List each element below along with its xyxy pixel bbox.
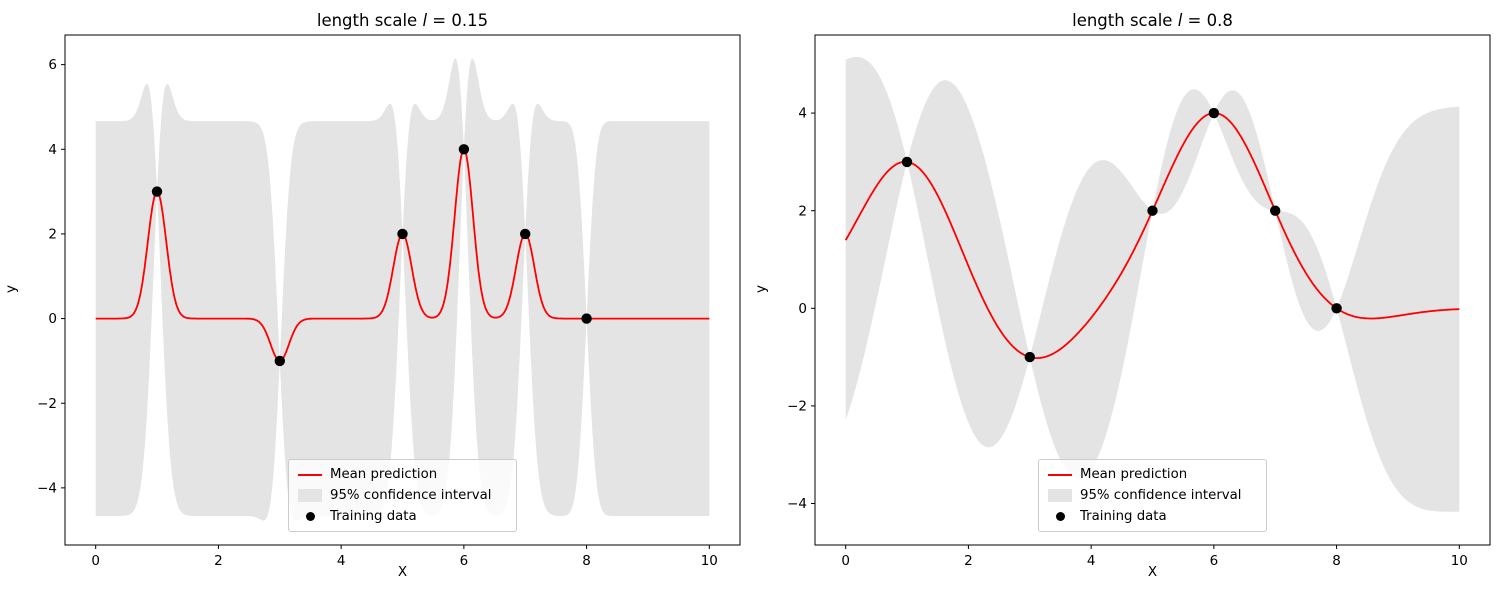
y-tick-label: 4 <box>798 106 807 122</box>
legend-item-mean: Mean prediction <box>1048 466 1257 483</box>
x-tick-label: 2 <box>214 553 223 569</box>
legend: Mean prediction 95% confidence interval … <box>1038 459 1267 532</box>
y-tick-label: −2 <box>37 396 57 412</box>
x-tick-label: 4 <box>1087 553 1096 569</box>
confidence-band-swatch <box>298 489 322 502</box>
confidence-band <box>845 56 1460 512</box>
title-text: length scale <box>316 11 423 30</box>
x-tick-label: 6 <box>460 553 469 569</box>
plot-canvas: 0 2 4 6 8 10 −4 −2 0 2 4 6 <box>37 34 741 569</box>
legend-item-confidence: 95% confidence interval <box>1048 487 1257 504</box>
xaxis-label: X <box>397 564 408 580</box>
y-tick-label: 0 <box>798 301 807 317</box>
y-tick-label: 2 <box>798 203 807 219</box>
legend-label-training: Training data <box>330 509 417 524</box>
plot-title: length scale l = 0.15 <box>65 11 740 30</box>
axes-spines <box>814 34 1491 546</box>
legend-label-confidence: 95% confidence interval <box>330 488 492 503</box>
legend: Mean prediction 95% confidence interval … <box>288 459 517 532</box>
title-value: = 0.15 <box>427 11 489 30</box>
x-tick-label: 4 <box>337 553 346 569</box>
confidence-band <box>95 58 710 521</box>
title-text: length scale <box>1072 11 1178 30</box>
training-point <box>1270 205 1281 216</box>
training-dot-swatch <box>1055 512 1065 521</box>
axes-spines <box>64 34 741 546</box>
training-dot-swatch-wrap <box>1048 512 1072 521</box>
legend-label-mean: Mean prediction <box>1080 467 1188 482</box>
x-tick-label: 2 <box>964 553 973 569</box>
y-tick-label: −4 <box>787 496 807 512</box>
x-tick-label: 0 <box>841 553 850 569</box>
training-point <box>1331 303 1342 314</box>
x-tick-label: 10 <box>1451 553 1468 569</box>
legend-item-mean: Mean prediction <box>298 466 507 483</box>
title-variable: l <box>422 11 428 30</box>
plot-length-scale-small: 0 2 4 6 8 10 −4 −2 0 2 4 6 length scale l = 0.15 y … <box>3 11 741 580</box>
training-point <box>1147 205 1158 216</box>
training-dot-swatch-wrap <box>298 512 322 521</box>
mean-line-swatch <box>1048 473 1072 476</box>
mean-line-swatch <box>298 473 322 476</box>
legend-item-confidence: 95% confidence interval <box>298 487 507 504</box>
xaxis-label: X <box>1147 564 1158 580</box>
training-point <box>1024 351 1035 363</box>
training-point <box>151 186 163 197</box>
training-point <box>397 228 408 240</box>
x-tick-label: 10 <box>701 553 718 569</box>
training-dot-swatch <box>305 512 315 521</box>
confidence-band-swatch <box>1048 489 1072 502</box>
legend-item-training: Training data <box>298 508 507 525</box>
y-tick-label: 0 <box>48 311 57 327</box>
legend-label-training: Training data <box>1080 509 1167 524</box>
title-variable: l <box>1177 11 1183 30</box>
training-point <box>274 355 285 367</box>
x-tick-label: 0 <box>91 553 100 569</box>
legend-item-training: Training data <box>1048 508 1257 525</box>
plot-title: length scale l = 0.8 <box>815 11 1490 30</box>
plot-length-scale-large: 0 2 4 6 8 10 −4 −2 0 2 4 length scale l = 0.8 y X … <box>750 0 1500 600</box>
y-tick-label: 6 <box>48 57 57 73</box>
x-tick-label: 6 <box>1210 553 1219 569</box>
legend-label-confidence: 95% confidence interval <box>1080 488 1242 503</box>
training-point <box>901 156 913 168</box>
training-point <box>520 228 531 240</box>
yaxis-label: y <box>753 285 769 293</box>
y-tick-label: 2 <box>48 227 57 243</box>
yaxis-label: y <box>3 285 19 293</box>
legend-label-mean: Mean prediction <box>330 467 438 482</box>
training-point <box>458 144 470 155</box>
x-tick-label: 8 <box>582 553 591 569</box>
training-point <box>1208 107 1220 119</box>
training-point <box>581 313 592 324</box>
title-value: = 0.8 <box>1182 11 1233 30</box>
y-tick-label: 4 <box>48 142 57 158</box>
y-tick-label: −4 <box>37 480 57 496</box>
x-tick-label: 8 <box>1332 553 1341 569</box>
y-tick-label: −2 <box>787 399 807 415</box>
plot-canvas: 0 2 4 6 8 10 −4 −2 0 2 4 <box>787 34 1491 569</box>
